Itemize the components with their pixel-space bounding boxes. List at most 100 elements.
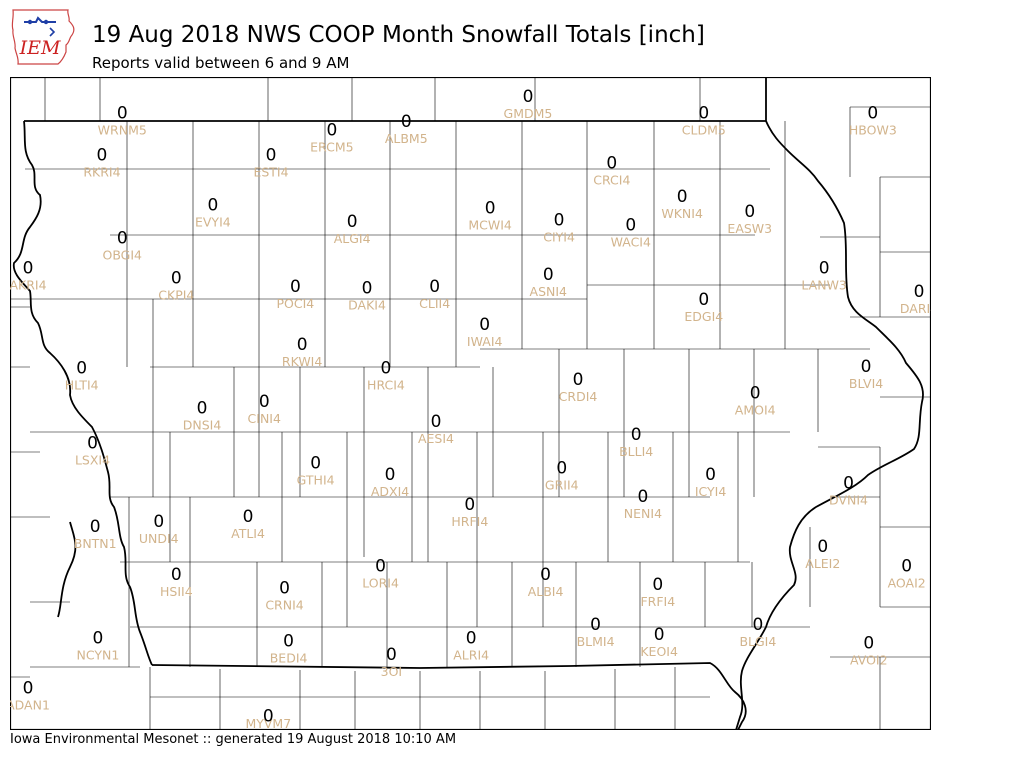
station-id-label: AOAI2 [888, 576, 926, 591]
station-id-label: GTHI4 [297, 472, 335, 487]
station-id-label: CINI4 [248, 411, 281, 426]
station-value: 0 [23, 678, 34, 698]
station-value: 0 [590, 615, 601, 635]
logo-text: IEM [19, 37, 61, 59]
station-value: 0 [401, 112, 412, 132]
station-value: 0 [744, 202, 755, 222]
station-id-label: CRDI4 [559, 389, 598, 404]
station-value: 0 [861, 357, 872, 377]
station-value: 0 [386, 645, 397, 665]
station-value: 0 [207, 195, 218, 215]
station-value: 0 [466, 628, 477, 648]
station-id-label: RKWI4 [282, 354, 322, 369]
station-value: 0 [698, 104, 709, 124]
station-value: 0 [87, 433, 98, 453]
station-value: 0 [171, 269, 182, 289]
station-value: 0 [375, 557, 386, 577]
station-value: 0 [573, 370, 584, 390]
station-id-label: DVNI4 [829, 492, 868, 507]
station-value: 0 [867, 104, 878, 124]
station-id-label: CLII4 [419, 296, 450, 311]
station-value: 0 [631, 425, 642, 445]
state-borders [12, 77, 924, 730]
station-value: 0 [326, 120, 337, 140]
station-value: 0 [431, 412, 442, 432]
station-value: 0 [485, 199, 496, 219]
station-id-label: UNDI4 [139, 531, 179, 546]
station-id-label: CKPI4 [158, 288, 194, 303]
station-value: 0 [914, 282, 925, 302]
map-title: 19 Aug 2018 NWS COOP Month Snowfall Tota… [92, 22, 705, 48]
station-id-label: RKRI4 [83, 164, 120, 179]
station-value: 0 [543, 265, 554, 285]
station-value: 0 [153, 512, 164, 532]
iem-logo: IEM [11, 9, 75, 65]
station-value: 0 [863, 633, 874, 653]
station-value: 0 [290, 277, 301, 297]
station-value: 0 [752, 615, 763, 635]
station-value: 0 [750, 384, 761, 404]
station-id-label: NCYN1 [77, 647, 120, 662]
station-value: 0 [97, 145, 108, 165]
station-value: 0 [540, 565, 551, 585]
station-id-label: ICYI4 [695, 484, 727, 499]
station-dari4: DARI40 [900, 282, 931, 316]
station-id-label: GRII4 [545, 477, 579, 492]
station-value: 0 [171, 565, 182, 585]
station-id-label: BNTN1 [74, 536, 117, 551]
station-id-label: DARI4 [900, 301, 931, 316]
station-id-label: ADAN1 [10, 697, 50, 712]
station-id-label: EASW3 [727, 221, 772, 236]
station-id-label: ESTI4 [253, 164, 288, 179]
station-id-label: CIYI4 [543, 229, 575, 244]
station-id-label: ASNI4 [530, 284, 568, 299]
station-id-label: HSII4 [160, 584, 193, 599]
station-value: 0 [523, 87, 534, 107]
station-value: 0 [638, 487, 649, 507]
station-value: 0 [464, 495, 475, 515]
station-value: 0 [677, 187, 688, 207]
station-value: 0 [117, 229, 128, 249]
station-id-label: ATLI4 [231, 526, 265, 541]
footer-text: Iowa Environmental Mesonet :: generated … [10, 732, 457, 747]
station-id-label: HLTI4 [65, 378, 99, 393]
station-id-label: LANW3 [801, 278, 846, 293]
station-id-label: EVYI4 [195, 214, 231, 229]
station-value: 0 [381, 359, 392, 379]
station-id-label: CRCI4 [593, 173, 630, 188]
station-id-label: BLGI4 [739, 634, 776, 649]
station-value: 0 [819, 259, 830, 279]
station-id-label: DNSI4 [183, 417, 222, 432]
station-value: 0 [817, 537, 828, 557]
station-id-label: ADXI4 [371, 484, 409, 499]
station-value: 0 [347, 212, 358, 232]
